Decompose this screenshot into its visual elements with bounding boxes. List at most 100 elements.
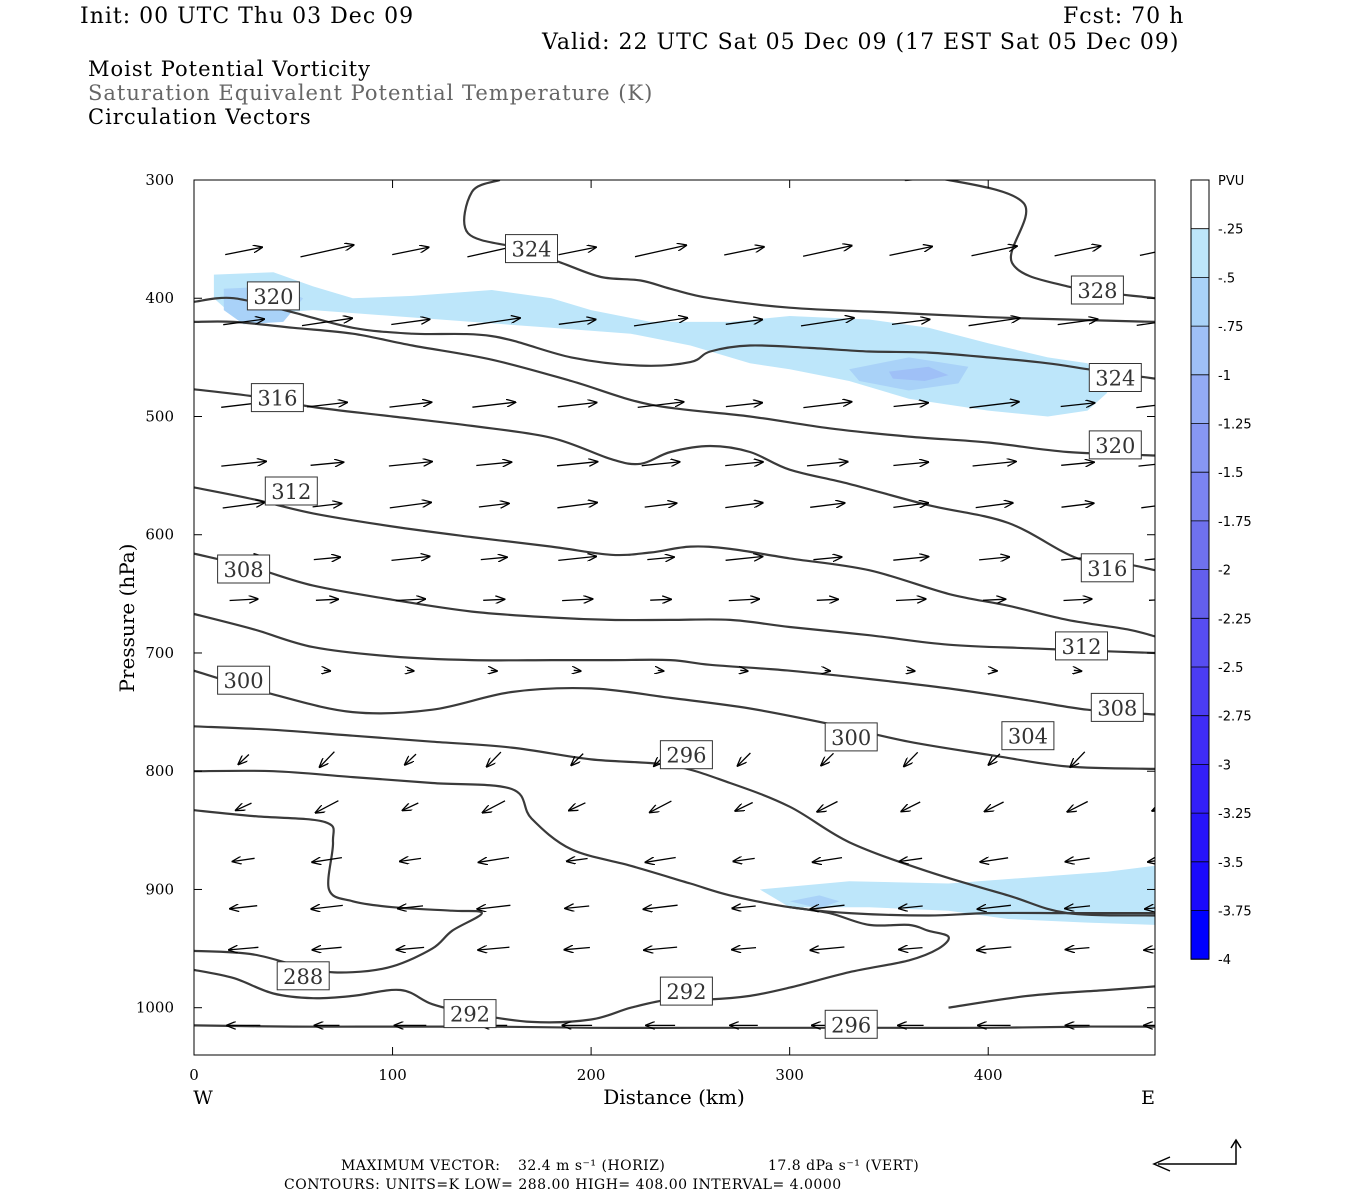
circulation-vector-122 [400, 858, 422, 861]
circulation-vector-39 [476, 462, 511, 465]
contour-label-box-0 [246, 281, 300, 311]
colorbar-tick-label-11: -2.75 [1218, 710, 1252, 725]
circulation-vector-40 [556, 462, 597, 466]
circulation-vector-19 [800, 318, 854, 327]
max-vector-horizontal: 32.4 m s⁻¹ (HORIZ) [518, 1158, 666, 1174]
contour-label-0: 320 [253, 285, 293, 309]
circulation-vector-63 [480, 557, 507, 559]
circulation-vector-144 [229, 947, 259, 950]
circulation-vector-46 [1061, 462, 1094, 465]
pv-region-4 [888, 366, 949, 381]
contour-label-box-8 [1080, 553, 1134, 583]
circulation-vector-75 [483, 599, 504, 600]
colorbar-tick-label-15: -3.75 [1218, 905, 1252, 920]
colorbar-tick-label-3: -.75 [1218, 320, 1243, 335]
reference-vector [1152, 1138, 1242, 1172]
pv-region-7 [789, 895, 840, 909]
theta-contour-292 [948, 985, 1155, 1009]
circulation-vector-47 [1138, 463, 1155, 467]
circulation-vector-120 [233, 858, 255, 861]
plot-frame [193, 179, 1156, 1056]
colorbar-tick-label-9: -2.25 [1218, 612, 1252, 627]
colorbar-segment-1 [1191, 228, 1209, 278]
contour-label-box-2 [1070, 275, 1124, 305]
circulation-vector-28 [557, 403, 597, 407]
colorbar-segment-12 [1191, 764, 1209, 814]
contour-label-10: 300 [224, 669, 264, 693]
x-tick-label-4: 400 [974, 1066, 1003, 1084]
contour-label-box-12 [824, 722, 878, 752]
contour-label-box-5 [1088, 430, 1142, 460]
circulation-vector-49 [312, 504, 342, 507]
circulation-vector-61 [313, 557, 340, 559]
circulation-vector-74 [395, 599, 426, 601]
colorbar: PVU -.25 -.5 -.75 -1 -1.25 -1.5 -1.75 -2 -2.25 -2.… [1190, 174, 1252, 968]
circulation-vector-137 [644, 905, 678, 909]
circulation-vector-98 [405, 753, 417, 765]
theta-contour-320 [194, 388, 1155, 572]
circulation-vector-56 [893, 503, 928, 507]
circulation-vector-94 [1074, 670, 1082, 671]
theta-contour-316 [194, 320, 1155, 457]
circulation-vector-0 [225, 247, 262, 256]
circulation-vector-23 [1136, 322, 1155, 327]
contour-label-16: 292 [666, 980, 706, 1004]
circulation-vector-85 [324, 670, 330, 671]
circulation-vector-45 [972, 462, 1016, 467]
contour-label-box-13 [1001, 721, 1055, 751]
circulation-vector-110 [403, 802, 419, 810]
x-tick-label-0: 0 [189, 1066, 199, 1084]
colorbar-tick-label-16: -4 [1218, 953, 1231, 968]
circulation-vector-22 [1057, 319, 1098, 326]
circulation-vector-78 [728, 599, 759, 601]
circulation-vector-15 [467, 318, 520, 327]
circulation-vector-154 [1066, 948, 1090, 950]
circulation-vector-97 [320, 751, 335, 767]
circulation-vector-80 [895, 599, 926, 601]
circulation-vector-126 [733, 858, 755, 861]
circulation-vector-36 [221, 461, 266, 467]
circulation-vector-128 [900, 858, 923, 861]
circulation-vector-152 [899, 948, 923, 950]
circulation-vector-73 [315, 599, 338, 600]
circulation-vector-53 [644, 503, 677, 507]
colorbar-segment-7 [1191, 520, 1209, 570]
circulation-vector-131 [1148, 858, 1155, 862]
colorbar-segment-8 [1191, 569, 1209, 619]
theta-contour-292 [194, 769, 1155, 917]
y-tick-label-1: 400 [145, 289, 174, 307]
y-tick-label-6: 900 [145, 880, 174, 898]
contour-label-box-1 [505, 234, 558, 264]
circulation-vector-123 [479, 856, 510, 863]
colorbar-segment-3 [1191, 326, 1209, 375]
circulation-vector-113 [650, 800, 672, 812]
circulation-vector-29 [637, 402, 684, 409]
x-tick-label-3: 300 [775, 1066, 804, 1084]
circulation-vector-102 [738, 752, 751, 766]
circulation-vector-11 [1139, 251, 1155, 257]
circulation-vector-139 [810, 905, 845, 909]
circulation-vector-35 [1136, 404, 1155, 409]
circulation-vector-89 [658, 670, 664, 671]
theta-contour-308 [194, 552, 1155, 655]
circulation-vector-127 [813, 858, 843, 863]
contour-label-box-18 [824, 1009, 878, 1039]
circulation-vector-149 [644, 947, 678, 950]
contour-label-18: 296 [831, 1013, 871, 1037]
circulation-vector-82 [1063, 599, 1092, 601]
circulation-vector-121 [312, 858, 342, 863]
field-label-sept: Saturation Equivalent Potential Temperat… [88, 81, 654, 105]
circulation-vector-108 [236, 802, 252, 810]
circulation-vector-81 [982, 599, 1005, 600]
circulation-vector-136 [565, 906, 590, 908]
contour-label-17: 292 [450, 1003, 490, 1027]
contour-label-box-9 [1055, 631, 1108, 661]
colorbar-tick-label-7: -1.75 [1218, 515, 1252, 530]
circulation-vector-103 [821, 752, 834, 765]
x-axis-title: Distance (km) [603, 1085, 745, 1109]
colorbar-tick-label-1: -.25 [1218, 223, 1243, 238]
circulation-vector-69 [979, 557, 1009, 560]
colorbar-segment-14 [1191, 861, 1209, 911]
circulation-vector-155 [1144, 947, 1155, 950]
circulation-vector-115 [817, 800, 838, 812]
